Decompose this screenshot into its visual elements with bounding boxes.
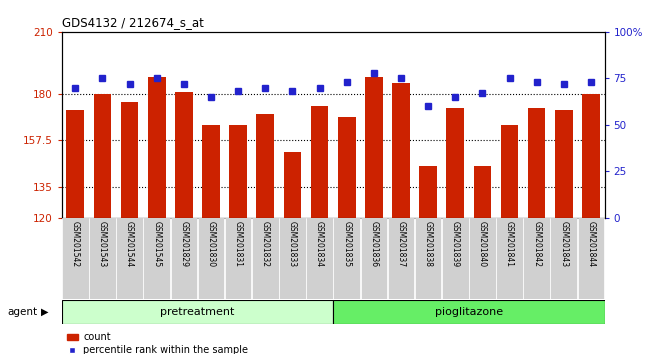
Bar <box>582 94 600 218</box>
Text: pretreatment: pretreatment <box>161 307 235 317</box>
Text: GSM201544: GSM201544 <box>125 221 134 267</box>
Bar <box>333 300 604 324</box>
Bar <box>62 300 333 324</box>
Bar <box>442 218 469 299</box>
Bar <box>523 218 550 299</box>
Bar <box>419 166 437 218</box>
Bar <box>387 218 414 299</box>
Bar <box>175 92 192 218</box>
Text: GSM201842: GSM201842 <box>532 221 541 267</box>
Text: GSM201543: GSM201543 <box>98 221 107 267</box>
Text: GSM201841: GSM201841 <box>505 221 514 267</box>
Text: GSM201838: GSM201838 <box>424 221 433 267</box>
Bar <box>311 106 328 218</box>
Bar <box>469 218 496 299</box>
Text: GDS4132 / 212674_s_at: GDS4132 / 212674_s_at <box>62 16 203 29</box>
Bar <box>229 125 247 218</box>
Bar <box>279 218 306 299</box>
Text: GSM201843: GSM201843 <box>559 221 568 267</box>
Text: GSM201836: GSM201836 <box>369 221 378 267</box>
Bar <box>94 94 111 218</box>
Text: GSM201840: GSM201840 <box>478 221 487 267</box>
Bar <box>578 218 604 299</box>
Bar <box>66 110 84 218</box>
Text: GSM201829: GSM201829 <box>179 221 188 267</box>
Text: GSM201833: GSM201833 <box>288 221 297 267</box>
Bar <box>338 116 356 218</box>
Bar <box>555 110 573 218</box>
Bar <box>202 125 220 218</box>
Text: ▶: ▶ <box>41 307 49 317</box>
Text: GSM201835: GSM201835 <box>342 221 351 267</box>
Bar <box>365 77 383 218</box>
Text: agent: agent <box>8 307 38 317</box>
Bar <box>333 218 360 299</box>
Text: GSM201545: GSM201545 <box>152 221 161 267</box>
Text: GSM201542: GSM201542 <box>71 221 80 267</box>
Bar <box>121 102 138 218</box>
Text: GSM201832: GSM201832 <box>261 221 270 267</box>
Bar <box>496 218 523 299</box>
Text: GSM201844: GSM201844 <box>586 221 595 267</box>
Bar <box>170 218 197 299</box>
Bar <box>116 218 143 299</box>
Bar <box>415 218 441 299</box>
Bar <box>252 218 279 299</box>
Bar <box>447 108 464 218</box>
Bar <box>361 218 387 299</box>
Text: GSM201830: GSM201830 <box>207 221 216 267</box>
Bar <box>198 218 224 299</box>
Text: pioglitazone: pioglitazone <box>435 307 503 317</box>
Bar <box>225 218 252 299</box>
Bar <box>528 108 545 218</box>
Bar <box>89 218 116 299</box>
Legend: count, percentile rank within the sample: count, percentile rank within the sample <box>66 332 248 354</box>
Bar <box>257 114 274 218</box>
Bar <box>392 84 410 218</box>
Bar <box>551 218 577 299</box>
Bar <box>283 152 301 218</box>
Bar <box>144 218 170 299</box>
Text: GSM201834: GSM201834 <box>315 221 324 267</box>
Bar <box>62 218 88 299</box>
Bar <box>306 218 333 299</box>
Text: GSM201839: GSM201839 <box>450 221 460 267</box>
Text: GSM201837: GSM201837 <box>396 221 406 267</box>
Bar <box>474 166 491 218</box>
Bar <box>148 77 166 218</box>
Bar <box>500 125 518 218</box>
Text: GSM201831: GSM201831 <box>233 221 242 267</box>
